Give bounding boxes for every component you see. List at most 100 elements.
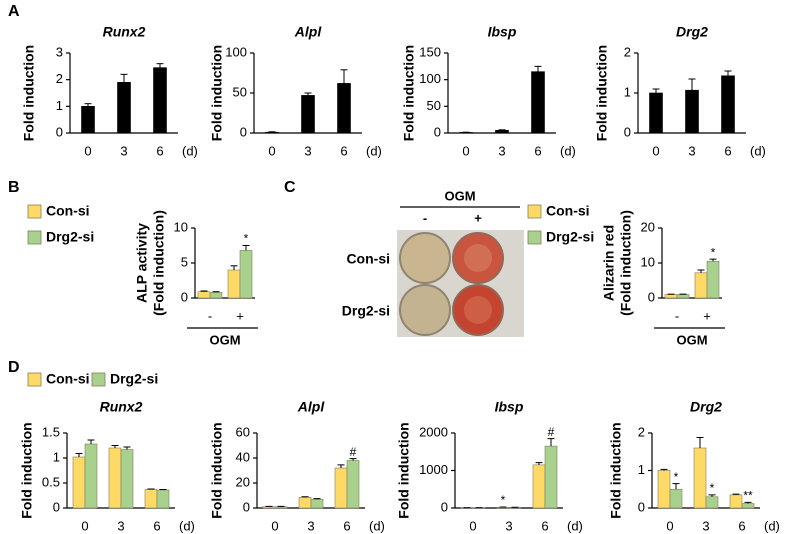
x-tick-label: 3	[307, 518, 314, 533]
y-tick-label: 2000	[419, 424, 448, 439]
y-axis-label: Fold induction	[608, 422, 624, 518]
x-tick-label: 3	[702, 518, 709, 533]
chart-title: Alpl	[294, 24, 323, 40]
x-tick-label: 0	[84, 143, 91, 158]
bar	[144, 489, 158, 509]
x-tick-label: -	[675, 308, 679, 323]
bar	[721, 75, 735, 134]
bar	[227, 269, 241, 299]
bar	[209, 292, 223, 299]
x-tick-label: 3	[120, 143, 127, 158]
y-tick-label: 50	[427, 98, 441, 113]
y-tick-label: 40	[236, 449, 250, 464]
y-tick-label: 100	[419, 71, 441, 86]
y-tick-label: 10	[641, 254, 655, 269]
legend-label: Con-si	[546, 203, 590, 219]
bar	[72, 456, 86, 509]
bar	[705, 496, 719, 509]
bar	[153, 67, 167, 134]
legend-swatch	[27, 204, 42, 219]
y-tick-label: 1	[56, 98, 63, 113]
y-tick-label: 150	[419, 44, 441, 59]
bar	[84, 443, 98, 509]
x-unit: (d)	[366, 143, 382, 158]
y-tick-label: 0	[240, 124, 247, 139]
bar	[274, 506, 288, 509]
bar	[262, 506, 276, 509]
y-tick-label: 2	[638, 424, 645, 439]
y-tick-label: 0.5	[42, 474, 60, 489]
image-header: OGM	[444, 188, 475, 203]
y-tick-label: 3	[56, 44, 63, 59]
panel-label: D	[8, 359, 20, 376]
x-tick-label: 6	[343, 518, 350, 533]
bar	[265, 131, 279, 134]
significance-mark: *	[710, 481, 715, 495]
x-unit: (d)	[369, 518, 385, 533]
x-unit: (d)	[182, 143, 198, 158]
y-axis-label: Fold induction	[19, 422, 35, 518]
legend-swatch	[527, 204, 542, 219]
image-row-label: Con-si	[346, 251, 390, 267]
image-row-label: Drg2-si	[342, 303, 390, 319]
y-axis-label: Fold induction	[594, 45, 610, 141]
x-unit: (d)	[560, 143, 576, 158]
bar	[334, 467, 348, 509]
y-axis-label: Fold induction	[209, 422, 225, 518]
bar	[741, 503, 755, 509]
y-tick-label: 60	[236, 424, 250, 439]
stain-image-panel: OGM - + Con-si Drg2-si	[342, 188, 524, 337]
bar	[706, 260, 720, 299]
legend-label: Con-si	[46, 371, 90, 387]
significance-mark: #	[548, 425, 555, 439]
x-tick-label: +	[236, 308, 244, 323]
bar	[693, 447, 707, 509]
bar	[729, 494, 743, 509]
bar	[657, 470, 671, 509]
y-tick-label: 0	[243, 499, 250, 514]
x-tick-label: 6	[541, 518, 548, 533]
bar	[694, 272, 708, 299]
x-tick-label: 0	[81, 518, 88, 533]
legend-label: Drg2-si	[46, 229, 94, 245]
significance-mark: *	[244, 232, 249, 246]
y-tick-label: 0	[181, 289, 188, 304]
y-tick-label: 50	[233, 84, 247, 99]
y-tick-label: 1	[53, 449, 60, 464]
bar	[301, 95, 315, 134]
y-tick-label: 10	[174, 219, 188, 234]
x-unit: (d)	[764, 518, 780, 533]
x-tick-label: 3	[498, 143, 505, 158]
panel-label: C	[284, 179, 296, 196]
legend-swatch	[527, 230, 542, 245]
y-axis-label: ALP activity	[134, 223, 150, 303]
bar	[120, 449, 134, 509]
y-axis-label: (Fold induction)	[151, 210, 167, 316]
bar	[197, 291, 211, 299]
chart-title: Runx2	[100, 399, 143, 415]
bar	[544, 445, 558, 509]
x-tick-label: 0	[469, 518, 476, 533]
x-tick-label: 3	[304, 143, 311, 158]
x-tick-label: 0	[666, 518, 673, 533]
x-tick-label: -	[208, 308, 212, 323]
significance-mark: *	[674, 470, 679, 484]
y-axis-label: (Fold induction)	[618, 210, 634, 316]
y-tick-label: 0	[638, 499, 645, 514]
bar	[669, 488, 683, 509]
y-tick-label: 20	[236, 474, 250, 489]
chart-title: Alpl	[297, 399, 326, 415]
bar	[495, 130, 509, 134]
x-tick-label: 6	[738, 518, 745, 533]
x-tick-label: 6	[156, 143, 163, 158]
y-tick-label: 2	[624, 44, 631, 59]
y-tick-label: 0	[648, 289, 655, 304]
bar	[532, 464, 546, 509]
x-tick-label: +	[703, 308, 711, 323]
x-tick-label: 0	[462, 143, 469, 158]
y-axis-label: Fold induction	[401, 45, 417, 141]
x-unit: (d)	[750, 143, 766, 158]
y-tick-label: 5	[181, 254, 188, 269]
bar	[649, 92, 663, 134]
